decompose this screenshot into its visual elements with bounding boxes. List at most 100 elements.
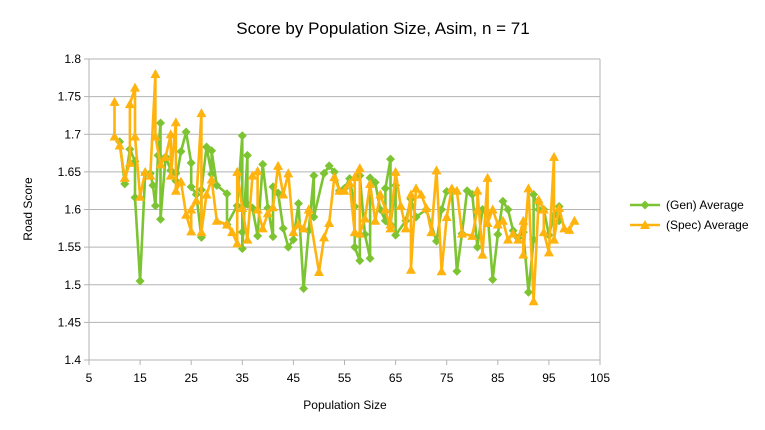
series-1-point-99 xyxy=(538,227,549,237)
legend-label: (Spec) Average xyxy=(666,218,749,232)
series-1-point-72 xyxy=(416,189,427,199)
series-0-point-26 xyxy=(207,146,217,156)
series-1-point-49 xyxy=(319,232,330,242)
series-1-point-48 xyxy=(313,266,324,276)
y-axis-title: Road Score xyxy=(21,177,35,241)
series-1-point-44 xyxy=(288,227,299,237)
series-1-point-47 xyxy=(303,204,314,214)
series-1-point-65 xyxy=(385,219,396,229)
series-1-point-6 xyxy=(129,82,140,92)
series-1-point-81 xyxy=(467,230,478,240)
series-1-point-60 xyxy=(365,178,376,188)
series-1-point-102 xyxy=(549,234,560,244)
series-1-point-97 xyxy=(533,194,544,204)
series-1-point-26 xyxy=(201,189,212,199)
series-1-point-33 xyxy=(237,202,248,212)
series-1-point-34 xyxy=(242,234,253,244)
series-0-point-38 xyxy=(258,159,268,169)
series-1-point-11 xyxy=(150,69,161,79)
series-1-point-23 xyxy=(191,195,202,205)
series-1-point-68 xyxy=(400,223,411,233)
series-1-point-82 xyxy=(472,204,483,214)
series-0-point-18 xyxy=(181,127,191,137)
series-1-point-61 xyxy=(370,215,381,225)
series-0-point-49 xyxy=(309,171,319,181)
series-1-point-80 xyxy=(457,228,468,238)
series-1-point-76 xyxy=(436,266,447,276)
series-1-point-17 xyxy=(170,117,181,127)
series-1-point-57 xyxy=(354,163,365,173)
series-1-point-86 xyxy=(482,218,493,228)
series-0-point-63 xyxy=(365,173,375,183)
x-tick-label: 25 xyxy=(185,371,199,385)
x-tick-label: 65 xyxy=(389,371,403,385)
series-1-point-105 xyxy=(564,224,575,234)
series-0-point-90 xyxy=(503,205,513,214)
series-1-point-63 xyxy=(380,204,391,214)
series-1-point-66 xyxy=(390,166,401,176)
series-0-point-59 xyxy=(355,256,365,266)
series-1-point-41 xyxy=(273,160,284,170)
series-0-point-legend xyxy=(640,200,650,210)
series-1-point-46 xyxy=(298,223,309,233)
x-tick-label: 85 xyxy=(491,371,505,385)
grid-lines xyxy=(89,58,600,361)
series-1-point-3 xyxy=(119,172,130,182)
series-1-point-94 xyxy=(518,249,529,259)
series-0-point-84 xyxy=(472,242,482,252)
series-1-point-91 xyxy=(508,228,519,238)
series-1-point-87 xyxy=(487,204,498,214)
series-0-point-31 xyxy=(237,131,247,141)
series-1-point-67 xyxy=(395,200,406,210)
series-1-point-29 xyxy=(221,219,232,229)
x-tick-label: 5 xyxy=(86,371,93,385)
series-1-point-106 xyxy=(569,215,580,225)
series-1-point-96 xyxy=(528,296,539,306)
series-1-point-62 xyxy=(375,189,386,199)
legend-label: (Gen) Average xyxy=(666,198,744,212)
series-1-point-58 xyxy=(354,228,365,238)
series-0 xyxy=(115,118,564,297)
series-1-point-69 xyxy=(405,189,416,199)
series-1-point-98 xyxy=(538,204,549,214)
series-0-point-25 xyxy=(207,169,217,179)
x-tick-label: 55 xyxy=(338,371,352,385)
series-0-point-19 xyxy=(186,158,196,168)
series-0-point-5 xyxy=(135,276,145,286)
series-0-point-20 xyxy=(186,182,196,192)
series-0-point-87 xyxy=(488,274,498,284)
series-1-point-101 xyxy=(549,151,560,161)
series-0-point-37 xyxy=(253,231,263,241)
series-1-point-90 xyxy=(503,234,514,244)
series-1-point-36 xyxy=(252,166,263,176)
series-0-point-68 xyxy=(385,154,395,164)
series-1-point-10 xyxy=(145,170,156,180)
series-0-point-88 xyxy=(493,229,503,239)
series-1-point-40 xyxy=(267,202,278,212)
series-0-point-9 xyxy=(150,201,160,211)
legend: (Gen) Average (Spec) Average xyxy=(630,198,749,232)
axes: 1.4 1.45 1.5 1.55 1.6 1.65 1.7 1.75 1.8 5 15 25 35 45… xyxy=(58,52,611,385)
y-tick-label: 1.7 xyxy=(64,127,81,141)
series-0-point-34 xyxy=(242,150,252,160)
series-1-point-100 xyxy=(543,247,554,257)
series-1-point-21 xyxy=(186,226,197,236)
series-1-point-14 xyxy=(160,151,171,161)
series-1-point-70 xyxy=(405,264,416,274)
y-tick-label: 1.55 xyxy=(58,240,82,254)
series-0-point-94 xyxy=(523,287,533,297)
x-tick-label: 15 xyxy=(133,371,147,385)
y-tick-label: 1.75 xyxy=(58,90,82,104)
series-1-point-31 xyxy=(232,238,243,248)
series-0-point-11 xyxy=(156,118,166,128)
series-0-point-62 xyxy=(365,253,375,263)
series-1-point-13 xyxy=(155,159,166,169)
series-1-point-45 xyxy=(293,219,304,229)
series-1-point-95 xyxy=(523,183,534,193)
series-1-point-30 xyxy=(227,227,238,237)
series-1-point-28 xyxy=(211,215,222,225)
series-1-point-42 xyxy=(278,189,289,199)
x-tick-label: 105 xyxy=(590,371,610,385)
series-1-point-4 xyxy=(124,157,135,167)
